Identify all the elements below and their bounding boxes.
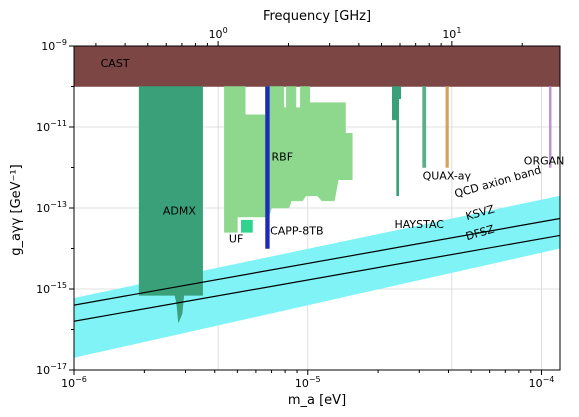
label-admx: ADMX — [163, 204, 196, 217]
top-tick-label: 101 — [442, 26, 461, 41]
label-uf: UF — [229, 233, 243, 246]
top-axis-label: Frequency [GHz] — [263, 9, 371, 24]
x-axis-label: m_a [eV] — [288, 393, 346, 408]
line-dfsz — [74, 234, 560, 322]
plot-content — [74, 46, 560, 358]
y-tick-label: 10−11 — [36, 119, 67, 134]
region-organ — [549, 86, 552, 168]
region-rbf — [224, 86, 353, 233]
label-organ: ORGAN — [524, 154, 565, 167]
label-capp-8tb: CAPP-8TB — [270, 225, 323, 238]
plot-area: CAST ADMX RBF UF CAPP-8TB HAYSTAC QUAX-aγ ORGAN… — [74, 46, 564, 358]
region-uf — [241, 219, 253, 233]
top-tick-label: 100 — [209, 26, 228, 41]
region-capp-8tb — [265, 86, 270, 249]
label-haystac: HAYSTAC — [394, 218, 444, 231]
region-cast — [74, 46, 560, 87]
x-tick-label: 10−5 — [295, 375, 321, 390]
y-tick-label: 10−9 — [41, 38, 67, 53]
y-tick-label: 10−15 — [36, 281, 67, 296]
qcd-axion-band — [74, 195, 560, 358]
label-cast: CAST — [101, 57, 130, 70]
region-haystac — [391, 86, 402, 197]
region-quax-a — [422, 86, 427, 168]
line-ksvz — [74, 217, 560, 306]
label-rbf: RBF — [272, 150, 294, 163]
region-quax-a — [445, 86, 449, 168]
y-tick-label: 10−13 — [36, 200, 67, 215]
x-tick-label: 10−4 — [529, 375, 555, 390]
axes: 10−6 10−5 10−4 100 101 10−17 10−15 10−13 10−11 10… — [36, 26, 561, 390]
y-tick-label: 10−17 — [36, 362, 67, 377]
label-quax-a: QUAX-aγ — [423, 170, 472, 183]
region-admx — [138, 86, 203, 323]
y-axis-label: g_aγγ [GeV⁻¹] — [9, 164, 24, 255]
x-tick-label: 10−6 — [61, 375, 87, 390]
